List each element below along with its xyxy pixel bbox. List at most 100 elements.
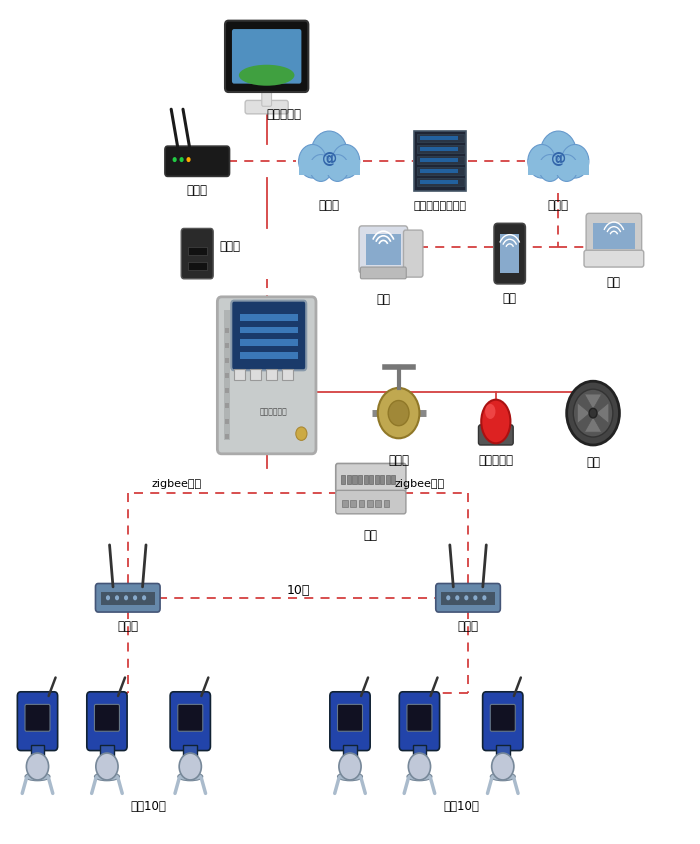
Bar: [420, 148, 458, 152]
Text: 互联网: 互联网: [548, 199, 569, 212]
Circle shape: [311, 132, 347, 176]
Circle shape: [124, 596, 128, 601]
Circle shape: [27, 753, 48, 780]
Bar: [225, 328, 229, 333]
Text: 网关: 网关: [364, 528, 378, 542]
Text: 转换器: 转换器: [219, 240, 240, 252]
Bar: [391, 476, 395, 484]
Circle shape: [455, 596, 459, 601]
FancyBboxPatch shape: [479, 425, 513, 446]
Text: 中继器: 中继器: [118, 619, 139, 632]
FancyBboxPatch shape: [225, 22, 308, 93]
FancyBboxPatch shape: [95, 584, 160, 613]
FancyBboxPatch shape: [407, 705, 432, 732]
Circle shape: [491, 753, 514, 780]
Circle shape: [573, 390, 612, 437]
Bar: [188, 262, 207, 271]
FancyBboxPatch shape: [494, 225, 525, 284]
Bar: [299, 160, 360, 176]
Bar: [528, 160, 589, 176]
Text: 10组: 10组: [286, 583, 309, 596]
FancyBboxPatch shape: [360, 268, 406, 279]
Circle shape: [567, 381, 620, 446]
Text: @: @: [551, 151, 566, 166]
Bar: [100, 744, 114, 761]
Bar: [374, 476, 379, 484]
Polygon shape: [578, 403, 590, 424]
Circle shape: [296, 427, 307, 441]
Bar: [352, 476, 356, 484]
Text: 单机版电脑: 单机版电脑: [267, 107, 302, 121]
Circle shape: [173, 158, 176, 163]
Polygon shape: [596, 403, 609, 424]
Text: 声光报警器: 声光报警器: [478, 454, 513, 467]
Text: 手机: 手机: [503, 291, 517, 304]
Circle shape: [186, 158, 190, 163]
Bar: [225, 419, 229, 424]
FancyBboxPatch shape: [336, 464, 406, 492]
FancyBboxPatch shape: [414, 132, 466, 192]
Bar: [183, 744, 197, 761]
Circle shape: [540, 132, 576, 176]
Circle shape: [446, 596, 450, 601]
Ellipse shape: [337, 772, 363, 781]
Circle shape: [179, 753, 202, 780]
Circle shape: [408, 753, 430, 780]
Bar: [239, 315, 298, 322]
Bar: [358, 500, 364, 507]
Bar: [386, 476, 390, 484]
Circle shape: [528, 145, 556, 179]
Bar: [188, 247, 207, 256]
Circle shape: [339, 753, 361, 780]
Bar: [369, 476, 373, 484]
Text: 报警控制主机: 报警控制主机: [260, 407, 288, 415]
Bar: [417, 168, 463, 176]
Circle shape: [332, 145, 360, 179]
Bar: [593, 225, 635, 249]
FancyBboxPatch shape: [490, 705, 515, 732]
FancyBboxPatch shape: [436, 584, 500, 613]
Circle shape: [299, 145, 326, 179]
Bar: [417, 146, 463, 154]
Bar: [239, 327, 298, 334]
Polygon shape: [584, 395, 602, 410]
Circle shape: [115, 596, 119, 601]
Bar: [250, 370, 261, 380]
Circle shape: [106, 596, 110, 601]
Bar: [239, 353, 298, 359]
Text: 电磁阀: 电磁阀: [388, 454, 409, 467]
Circle shape: [142, 596, 146, 601]
Circle shape: [133, 596, 137, 601]
FancyBboxPatch shape: [25, 705, 50, 732]
FancyBboxPatch shape: [231, 301, 307, 371]
Circle shape: [389, 401, 409, 426]
Text: 终端: 终端: [607, 276, 621, 289]
Bar: [225, 434, 229, 439]
Text: 风机: 风机: [586, 456, 600, 468]
Ellipse shape: [25, 772, 50, 781]
Circle shape: [326, 155, 349, 182]
Circle shape: [561, 145, 589, 179]
Bar: [420, 159, 458, 163]
Bar: [347, 476, 351, 484]
Circle shape: [482, 596, 486, 601]
Bar: [350, 500, 356, 507]
Bar: [358, 476, 362, 484]
Circle shape: [378, 388, 419, 439]
Bar: [496, 744, 510, 761]
Circle shape: [556, 155, 578, 182]
FancyBboxPatch shape: [330, 692, 370, 750]
Ellipse shape: [485, 404, 496, 419]
FancyBboxPatch shape: [94, 705, 120, 732]
Bar: [417, 135, 463, 143]
Bar: [363, 476, 368, 484]
Text: 可接10台: 可接10台: [443, 799, 479, 812]
Text: 可接10台: 可接10台: [131, 799, 167, 812]
Circle shape: [473, 596, 477, 601]
FancyBboxPatch shape: [18, 692, 57, 750]
Bar: [282, 370, 293, 380]
Bar: [417, 179, 463, 187]
Text: 互联网: 互联网: [318, 199, 340, 212]
Ellipse shape: [490, 772, 515, 781]
FancyBboxPatch shape: [584, 251, 644, 268]
